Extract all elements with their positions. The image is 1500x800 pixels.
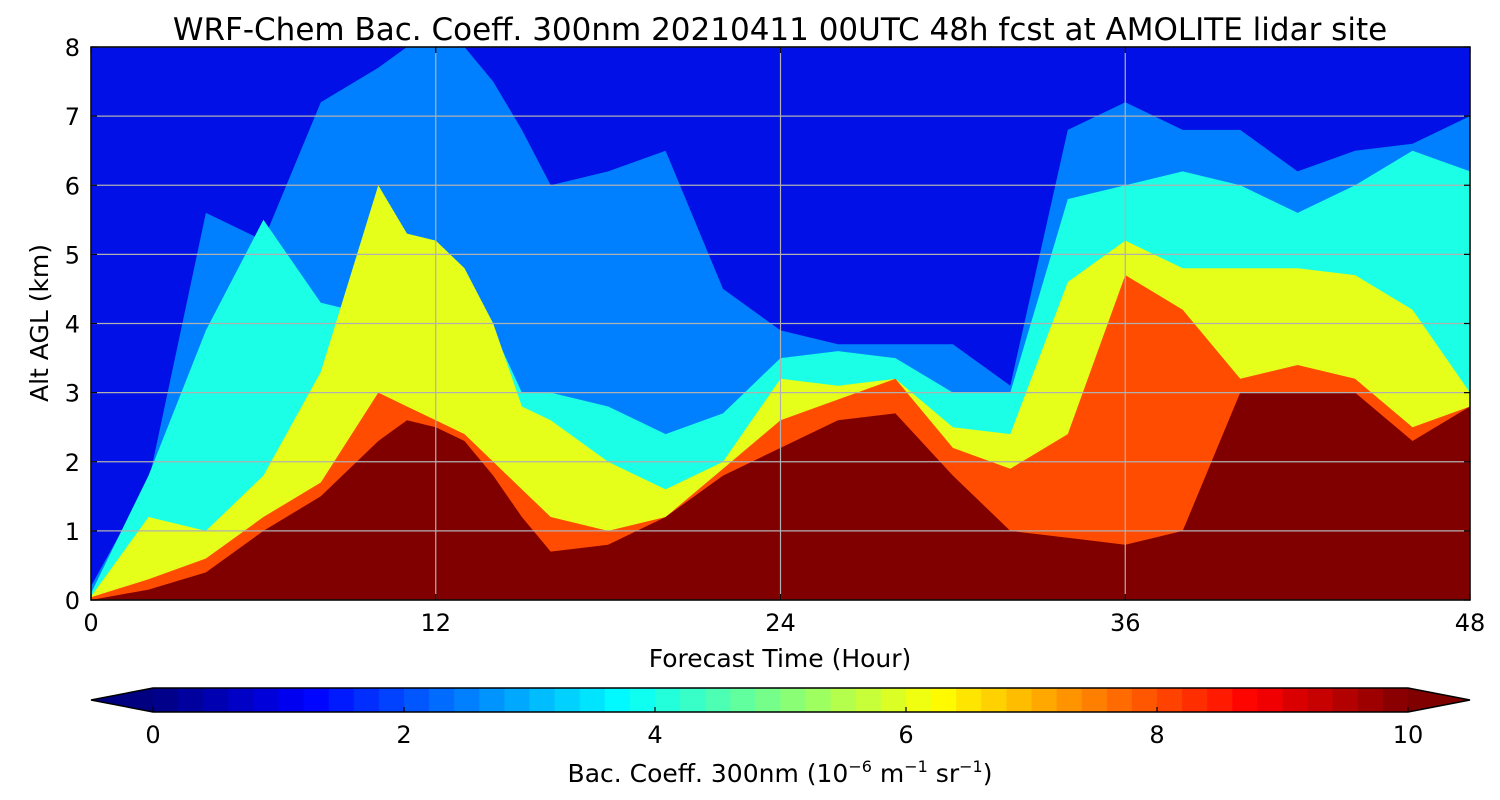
colorbar-band [178,688,204,712]
colorbar-band [253,688,280,712]
colorbar-ticks: 0 2 4 6 8 10 [145,707,1423,749]
colorbar-band [906,688,932,712]
colorbar-band [1031,688,1058,712]
y-tick-label: 1 [65,518,80,546]
colorbar-band [1257,688,1284,712]
y-tick-label: 7 [65,103,80,131]
colorbar-band [454,688,480,712]
y-axis: 0 1 2 3 4 5 6 7 8 [65,34,1470,615]
x-axis: 0 12 24 36 48 [83,47,1485,637]
colorbar-band [479,688,505,712]
colorbar-band [855,688,882,712]
colorbar-band [153,688,179,712]
colorbar-band [1081,688,1108,712]
colorbar-band [1182,688,1208,712]
colorbar [90,687,1471,713]
colorbar-band [278,688,305,712]
colorbar-band [203,688,229,712]
colorbar-label: Bac. Coeff. 300nm (10−6 m−1 sr−1) [568,757,993,788]
colorbar-band [1307,688,1334,712]
colorbar-tick-label: 4 [647,721,662,749]
colorbar-band [1282,688,1309,712]
colorbar-band [529,688,556,712]
x-tick-label: 36 [1110,609,1141,637]
y-tick-label: 3 [65,380,80,408]
colorbar-band [981,688,1007,712]
colorbar-band [956,688,982,712]
colorbar-tick-label: 8 [1149,721,1164,749]
colorbar-band [1006,688,1033,712]
y-tick-label: 6 [65,172,80,200]
colorbar-band [504,688,531,712]
colorbar-band [755,688,782,712]
x-tick-label: 48 [1455,609,1486,637]
colorbar-band [680,688,706,712]
y-tick-label: 8 [65,34,80,62]
colorbar-band [328,688,355,712]
colorbar-band [705,688,731,712]
colorbar-tick-label: 2 [396,721,411,749]
colorbar-band [931,688,957,712]
x-tick-label: 24 [765,609,796,637]
colorbar-band [579,688,606,712]
colorbar-band [880,688,907,712]
x-tick-label: 12 [420,609,451,637]
y-tick-label: 0 [65,587,80,615]
colorbar-band [404,688,430,712]
colorbar-band [303,688,330,712]
y-tick-label: 4 [65,311,80,339]
colorbar-band [429,688,455,712]
colorbar-band [830,688,857,712]
colorbar-band [604,688,631,712]
colorbar-band [780,688,807,712]
colorbar-band [1056,688,1083,712]
y-tick-label: 2 [65,449,80,477]
colorbar-band [1207,688,1233,712]
colorbar-tick-label: 10 [1393,721,1424,749]
colorbar-band [353,688,380,712]
x-tick-label: 0 [83,609,98,637]
colorbar-band [554,688,581,712]
colorbar-band [378,688,405,712]
colorbar-tick-label: 6 [898,721,913,749]
colorbar-band [1232,688,1258,712]
colorbar-band [655,688,681,712]
colorbar-band [629,688,656,712]
colorbar-band [1382,688,1409,712]
x-axis-label: Forecast Time (Hour) [649,644,912,673]
colorbar-band [228,688,254,712]
colorbar-band [805,688,832,712]
colorbar-band [1131,688,1158,712]
colorbar-extend-max [1408,688,1470,712]
colorbar-band [1157,688,1183,712]
colorbar-tick-label: 0 [145,721,160,749]
colorbar-band [730,688,756,712]
y-tick-label: 5 [65,241,80,269]
colorbar-band [1106,688,1133,712]
y-axis-label: Alt AGL (km) [25,244,54,402]
colorbar-band [1332,688,1359,712]
chart-title: WRF-Chem Bac. Coeff. 300nm 20210411 00UT… [173,12,1387,48]
colorbar-band [1357,688,1384,712]
colorbar-extend-min [91,688,153,712]
